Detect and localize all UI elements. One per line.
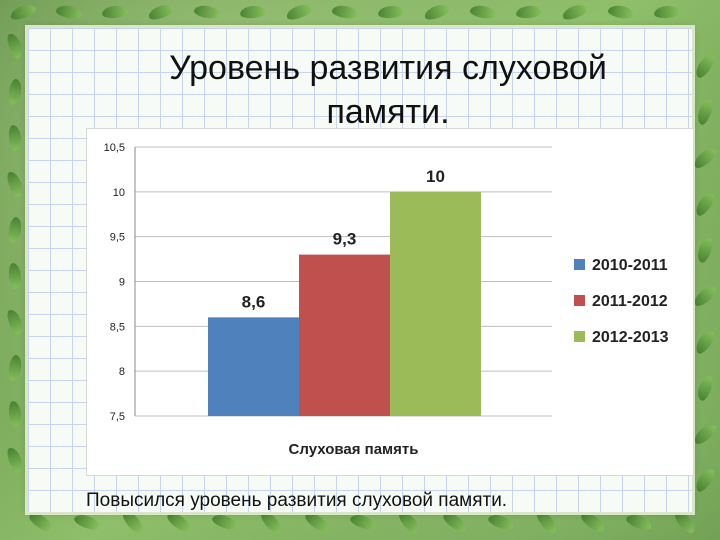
leaf-decoration [331, 3, 359, 21]
slide-paper: Уровень развития слуховой памяти. 7,5 8 8,… [28, 28, 694, 512]
leaf-decoration [210, 511, 240, 533]
leaf-decoration [440, 509, 470, 535]
leaf-decoration [653, 4, 681, 20]
leaf-decoration [239, 4, 267, 20]
leaf-decoration [515, 4, 543, 20]
y-tick-label: 8,5 [110, 321, 125, 333]
y-tick-label: 7,5 [110, 411, 125, 423]
leaf-decoration [396, 508, 422, 536]
leaf-decoration [120, 508, 146, 536]
leaf-decoration [6, 78, 24, 106]
leaf-decoration [486, 511, 516, 533]
leaf-decoration [692, 189, 718, 219]
leaf-decoration [284, 1, 314, 23]
slide-caption: Повысился уровень развития слуховой памя… [86, 490, 508, 511]
legend-swatch [574, 331, 585, 342]
leaf-decoration [6, 354, 24, 382]
leaf-decoration [193, 3, 221, 21]
leaf-decoration [694, 373, 716, 403]
leaf-decoration [7, 262, 23, 290]
leaf-decoration [691, 421, 719, 447]
leaf-decoration [302, 509, 332, 535]
leaf-decoration [55, 3, 83, 21]
leaf-decoration [694, 97, 716, 127]
leaf-decoration [672, 508, 698, 536]
chart-area: 7,5 8 8,5 9 9,5 10 10,5 8,6 9,3 10 Слуховая память… [86, 128, 694, 476]
leaf-decoration [694, 235, 716, 265]
leaf-decoration [164, 509, 194, 535]
leaf-decoration [4, 445, 26, 475]
leaf-decoration [377, 4, 405, 20]
leaf-decoration [348, 511, 378, 533]
legend-label: 2012-2013 [592, 329, 669, 346]
leaf-decoration [4, 169, 26, 199]
leaf-decoration [146, 1, 176, 23]
legend-label: 2011-2012 [592, 293, 668, 310]
x-axis-label: Слуховая память [289, 441, 419, 458]
leaf-decoration [624, 511, 654, 533]
legend-label: 2010-2011 [592, 257, 668, 274]
leaf-decoration [4, 31, 26, 61]
leaf-decoration [6, 216, 24, 244]
data-label: 8,6 [242, 292, 266, 311]
leaf-decoration [692, 51, 718, 81]
y-tick-label: 9,5 [110, 232, 125, 244]
leaf-decoration [8, 1, 38, 23]
leaf-decoration [7, 400, 23, 428]
leaf-decoration [258, 508, 284, 536]
leaf-decoration [101, 4, 129, 20]
y-tick-label: 9 [119, 277, 125, 289]
leaf-decoration [469, 3, 497, 21]
y-tick-label: 10,5 [104, 142, 125, 154]
data-label: 9,3 [333, 230, 357, 249]
leaf-decoration [534, 508, 560, 536]
bar-chart: 7,5 8 8,5 9 9,5 10 10,5 8,6 9,3 10 Слуховая память… [104, 142, 669, 458]
leaf-decoration [422, 1, 452, 23]
bar-2012-2013 [390, 191, 481, 416]
slide-title: Уровень развития слуховой памяти. [169, 49, 607, 131]
data-label: 10 [426, 167, 445, 186]
leaf-decoration [72, 511, 102, 533]
bar-2010-2011 [208, 317, 299, 416]
leaf-decoration [560, 1, 590, 23]
leaf-decoration [578, 509, 608, 535]
leaf-decoration [691, 283, 719, 309]
y-tick-label: 8 [119, 366, 125, 378]
leaf-decoration [4, 307, 26, 337]
leaf-decoration [692, 327, 718, 357]
leaf-decoration [607, 3, 635, 21]
bar-2011-2012 [299, 254, 390, 416]
y-tick-label: 10 [113, 187, 125, 199]
leaf-decoration [7, 124, 23, 152]
leaf-decoration [691, 145, 719, 171]
legend-swatch [574, 259, 585, 270]
leaf-decoration [26, 509, 56, 535]
legend-swatch [574, 295, 585, 306]
